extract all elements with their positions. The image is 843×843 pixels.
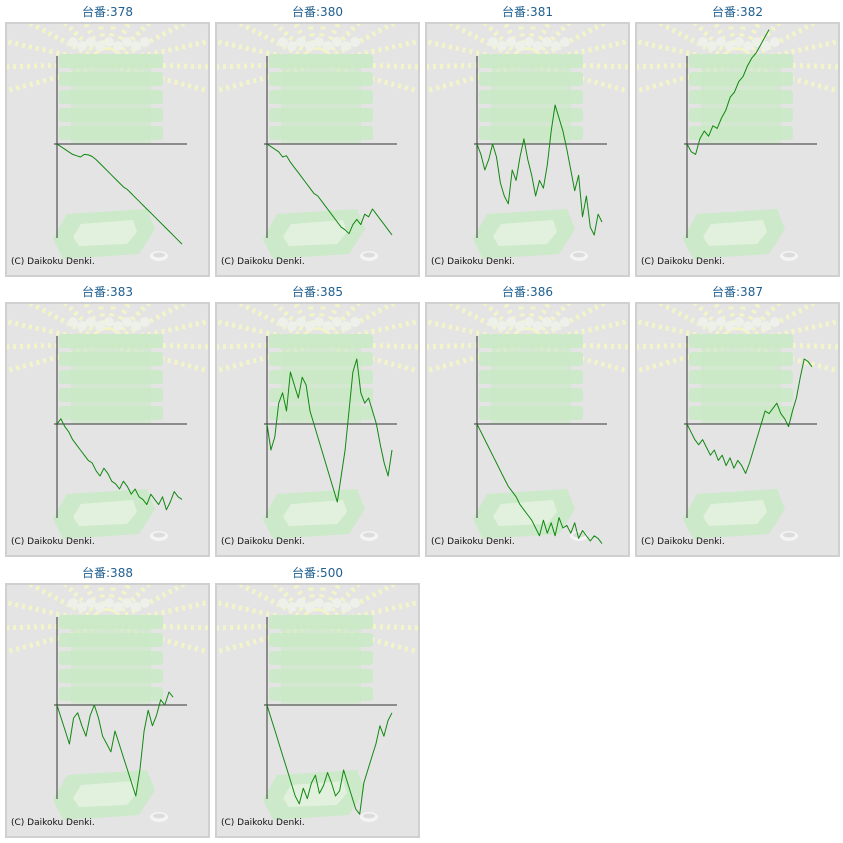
pachinko-machine-watermark xyxy=(7,24,208,261)
series-line xyxy=(266,704,393,815)
chart-frame: (C) Daikoku Denki. xyxy=(215,302,420,557)
copyright-label: (C) Daikoku Denki. xyxy=(431,537,515,547)
chart-panel: 台番:385 (C) Daikoku Denki. xyxy=(215,280,420,557)
chart-panel: 台番:387 (C) Daikoku Denki. xyxy=(635,280,840,557)
series-line xyxy=(266,358,393,503)
copyright-label: (C) Daikoku Denki. xyxy=(221,537,305,547)
chart-frame: (C) Daikoku Denki. xyxy=(425,302,630,557)
chart-frame: (C) Daikoku Denki. xyxy=(215,22,420,277)
pachinko-machine-watermark xyxy=(427,304,628,541)
chart-panel: 台番:382 (C) Daikoku Denki. xyxy=(635,0,840,277)
chart-frame: (C) Daikoku Denki. xyxy=(635,22,840,277)
chart-plot xyxy=(427,304,628,544)
series-line xyxy=(686,29,770,155)
series-line xyxy=(686,358,813,474)
chart-plot xyxy=(217,585,418,822)
chart-title: 台番:383 xyxy=(82,285,133,299)
chart-plot xyxy=(637,304,838,541)
chart-frame: (C) Daikoku Denki. xyxy=(5,22,210,277)
series-line xyxy=(56,143,183,245)
chart-title: 台番:381 xyxy=(502,5,553,19)
chart-plot xyxy=(217,304,418,541)
chart-title: 台番:387 xyxy=(712,285,763,299)
chart-title: 台番:500 xyxy=(292,566,343,580)
chart-frame: (C) Daikoku Denki. xyxy=(635,302,840,557)
series-line xyxy=(476,104,603,236)
chart-title: 台番:378 xyxy=(82,5,133,19)
pachinko-machine-watermark xyxy=(637,304,838,541)
chart-panel: 台番:381 (C) Daikoku Denki. xyxy=(425,0,630,277)
series-line xyxy=(266,143,393,236)
pachinko-machine-watermark xyxy=(217,304,418,541)
pachinko-machine-watermark xyxy=(427,24,628,261)
series-line xyxy=(56,418,183,511)
chart-panel: 台番:388 (C) Daikoku Denki. xyxy=(5,561,210,838)
chart-frame: (C) Daikoku Denki. xyxy=(5,583,210,838)
pachinko-machine-watermark xyxy=(217,24,418,261)
pachinko-machine-watermark xyxy=(7,304,208,541)
chart-panel: 台番:378 (C) Daikoku Denki. xyxy=(5,0,210,277)
series-line xyxy=(476,423,603,544)
chart-plot xyxy=(427,24,628,261)
chart-panel: 台番:380 (C) Daikoku Denki. xyxy=(215,0,420,277)
copyright-label: (C) Daikoku Denki. xyxy=(11,537,95,547)
copyright-label: (C) Daikoku Denki. xyxy=(221,818,305,828)
chart-title: 台番:380 xyxy=(292,5,343,19)
chart-title: 台番:382 xyxy=(712,5,763,19)
chart-panel: 台番:500 (C) Daikoku Denki. xyxy=(215,561,420,838)
chart-panel: 台番:386 (C) Daikoku Denki. xyxy=(425,280,630,557)
chart-panel: 台番:383 (C) Daikoku Denki. xyxy=(5,280,210,557)
series-line xyxy=(56,691,174,797)
chart-title: 台番:388 xyxy=(82,566,133,580)
chart-plot xyxy=(7,24,208,261)
chart-frame: (C) Daikoku Denki. xyxy=(215,583,420,838)
pachinko-machine-watermark xyxy=(637,24,838,261)
chart-plot xyxy=(217,24,418,261)
chart-frame: (C) Daikoku Denki. xyxy=(5,302,210,557)
chart-frame: (C) Daikoku Denki. xyxy=(425,22,630,277)
chart-plot xyxy=(7,304,208,541)
chart-title: 台番:386 xyxy=(502,285,553,299)
pachinko-machine-watermark xyxy=(7,585,208,822)
copyright-label: (C) Daikoku Denki. xyxy=(11,818,95,828)
chart-plot xyxy=(637,24,838,261)
copyright-label: (C) Daikoku Denki. xyxy=(641,537,725,547)
copyright-label: (C) Daikoku Denki. xyxy=(431,257,515,267)
copyright-label: (C) Daikoku Denki. xyxy=(221,257,305,267)
copyright-label: (C) Daikoku Denki. xyxy=(11,257,95,267)
chart-plot xyxy=(7,585,208,822)
chart-title: 台番:385 xyxy=(292,285,343,299)
pachinko-machine-watermark xyxy=(217,585,418,822)
copyright-label: (C) Daikoku Denki. xyxy=(641,257,725,267)
